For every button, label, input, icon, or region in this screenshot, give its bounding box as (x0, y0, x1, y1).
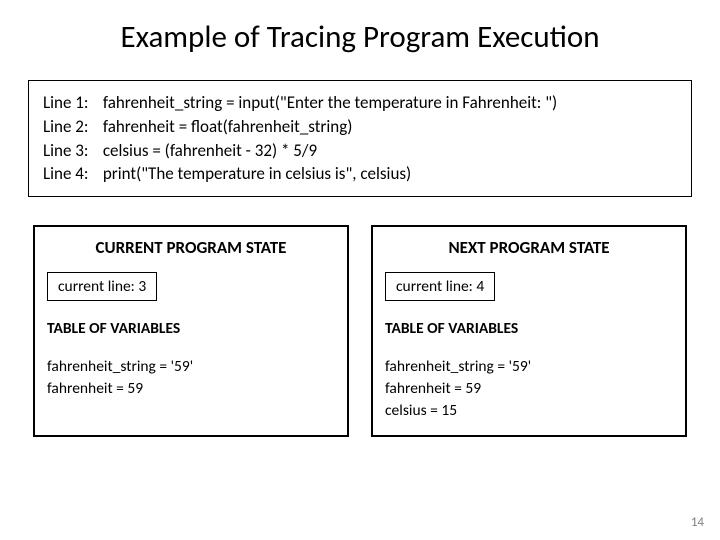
next-var-2: fahrenheit = 59 (385, 378, 673, 400)
states-row: CURRENT PROGRAM STATE current line: 3 TA… (28, 225, 692, 437)
line-3-code: celsius = (fahrenheit - 32) * 5/9 (103, 140, 317, 161)
next-line-box: current line: 4 (385, 272, 495, 301)
next-variables: fahrenheit_string = '59' fahrenheit = 59… (385, 356, 673, 421)
line-2-code: fahrenheit = float(fahrenheit_string) (103, 116, 353, 137)
line-3-label: Line 3: (43, 139, 99, 163)
code-line-1: Line 1: fahrenheit_string = input("Enter… (43, 91, 677, 115)
line-4-label: Line 4: (43, 162, 99, 186)
current-state-header: CURRENT PROGRAM STATE (47, 237, 335, 258)
current-table-label: TABLE OF VARIABLES (47, 319, 335, 338)
code-line-2: Line 2: fahrenheit = float(fahrenheit_st… (43, 115, 677, 139)
line-2-label: Line 2: (43, 115, 99, 139)
next-state-header: NEXT PROGRAM STATE (385, 237, 673, 258)
code-line-4: Line 4: print("The temperature in celsiu… (43, 162, 677, 186)
current-variables: fahrenheit_string = '59' fahrenheit = 59 (47, 356, 335, 399)
current-var-1: fahrenheit_string = '59' (47, 356, 335, 378)
code-line-3: Line 3: celsius = (fahrenheit - 32) * 5/… (43, 139, 677, 163)
next-table-label: TABLE OF VARIABLES (385, 319, 673, 338)
page-number: 14 (691, 515, 704, 530)
next-var-1: fahrenheit_string = '59' (385, 356, 673, 378)
current-var-2: fahrenheit = 59 (47, 378, 335, 400)
next-var-3: celsius = 15 (385, 400, 673, 422)
line-4-code: print("The temperature in celsius is", c… (103, 163, 411, 184)
line-1-code: fahrenheit_string = input("Enter the tem… (103, 92, 557, 113)
current-state-box: CURRENT PROGRAM STATE current line: 3 TA… (33, 225, 349, 437)
page-title: Example of Tracing Program Execution (28, 18, 692, 56)
next-state-box: NEXT PROGRAM STATE current line: 4 TABLE… (371, 225, 687, 437)
line-1-label: Line 1: (43, 91, 99, 115)
code-listing-box: Line 1: fahrenheit_string = input("Enter… (28, 80, 692, 197)
current-line-box: current line: 3 (47, 272, 157, 301)
